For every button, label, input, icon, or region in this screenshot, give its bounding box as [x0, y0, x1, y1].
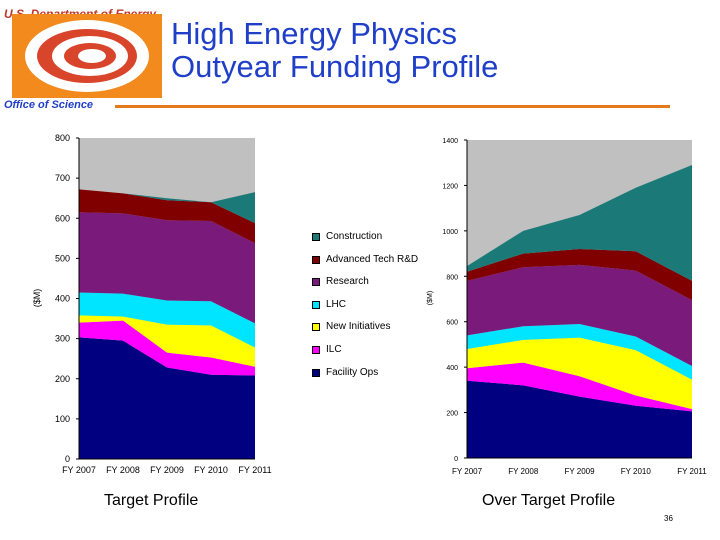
area-new-initiatives — [79, 315, 255, 367]
y-tick-label: 200 — [55, 374, 70, 384]
legend-label: LHC — [326, 299, 347, 310]
office-label: Office of Science — [4, 99, 94, 111]
title-line-2: Outyear Funding Profile — [171, 49, 499, 84]
page-title: High Energy Physics Outyear Funding Prof… — [171, 17, 498, 83]
title-line-1: High Energy Physics — [171, 16, 458, 51]
y-tick-label: 0 — [454, 456, 458, 463]
x-tick-label: FY 2009 — [564, 467, 595, 476]
header-rule — [115, 105, 670, 108]
legend-label: Advanced Tech R&D — [326, 254, 419, 265]
caption-target-profile: Target Profile — [104, 492, 199, 509]
page-number: 36 — [664, 514, 673, 523]
legend-label: Facility Ops — [326, 367, 379, 378]
legend-swatch — [312, 233, 320, 241]
area-research — [467, 264, 692, 367]
area-advanced-tech-r-d — [467, 249, 692, 301]
area-lhc — [79, 292, 255, 348]
area-research — [79, 212, 255, 324]
area-advanced-tech-r-d — [79, 189, 255, 244]
area-facility-ops — [79, 337, 255, 459]
legend-swatch — [312, 369, 320, 377]
legend-label: Research — [326, 276, 369, 287]
x-tick-label: FY 2007 — [62, 465, 96, 475]
x-tick-label: FY 2010 — [194, 465, 228, 475]
area-ilc — [79, 320, 255, 376]
y-tick-label: 500 — [55, 253, 70, 263]
legend-swatch — [312, 278, 320, 286]
y-tick-label: 400 — [55, 294, 70, 304]
y-tick-label: 800 — [446, 274, 458, 281]
area-construction — [79, 189, 255, 224]
legend-label: New Initiatives — [326, 321, 391, 332]
area-ilc — [467, 362, 692, 412]
y-tick-label: 0 — [65, 454, 70, 464]
x-tick-label: FY 2008 — [106, 465, 140, 475]
legend-swatch — [312, 346, 320, 354]
y-tick-label: 1000 — [442, 229, 458, 236]
y-tick-label: 1400 — [442, 138, 458, 145]
y-axis-label: ($M) — [427, 291, 434, 305]
legend-swatch — [312, 301, 320, 309]
area-new-initiatives — [467, 337, 692, 410]
doe-logo — [12, 14, 162, 98]
y-tick-label: 100 — [55, 414, 70, 424]
y-tick-label: 600 — [55, 213, 70, 223]
x-tick-label: FY 2007 — [452, 467, 483, 476]
x-tick-label: FY 2011 — [677, 467, 707, 476]
y-axis-label: ($M) — [32, 289, 42, 308]
area-construction — [467, 164, 692, 281]
area-lhc — [467, 323, 692, 380]
area-facility-ops — [467, 380, 692, 458]
x-tick-label: FY 2009 — [150, 465, 184, 475]
y-tick-label: 800 — [55, 133, 70, 143]
y-tick-label: 200 — [446, 411, 458, 418]
y-tick-label: 600 — [446, 320, 458, 327]
y-tick-label: 1200 — [442, 183, 458, 190]
y-tick-label: 300 — [55, 334, 70, 344]
y-tick-label: 400 — [446, 365, 458, 372]
legend-swatch — [312, 323, 320, 331]
x-tick-label: FY 2008 — [508, 467, 539, 476]
x-tick-label: FY 2011 — [238, 465, 271, 475]
legend-swatch — [312, 256, 320, 264]
legend-label: Construction — [326, 231, 383, 242]
x-tick-label: FY 2010 — [621, 467, 652, 476]
caption-over-target-profile: Over Target Profile — [482, 492, 616, 509]
legend-label: ILC — [326, 344, 342, 355]
y-tick-label: 700 — [55, 173, 70, 183]
